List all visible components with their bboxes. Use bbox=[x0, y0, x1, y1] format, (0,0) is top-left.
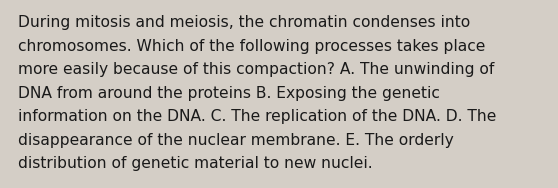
Text: chromosomes. Which of the following processes takes place: chromosomes. Which of the following proc… bbox=[18, 39, 485, 54]
Text: more easily because of this compaction? A. The unwinding of: more easily because of this compaction? … bbox=[18, 62, 494, 77]
Text: distribution of genetic material to new nuclei.: distribution of genetic material to new … bbox=[18, 156, 373, 171]
Text: DNA from around the proteins B. Exposing the genetic: DNA from around the proteins B. Exposing… bbox=[18, 86, 440, 101]
Text: During mitosis and meiosis, the chromatin condenses into: During mitosis and meiosis, the chromati… bbox=[18, 15, 470, 30]
Text: information on the DNA. C. The replication of the DNA. D. The: information on the DNA. C. The replicati… bbox=[18, 109, 497, 124]
Text: disappearance of the nuclear membrane. E. The orderly: disappearance of the nuclear membrane. E… bbox=[18, 133, 454, 148]
